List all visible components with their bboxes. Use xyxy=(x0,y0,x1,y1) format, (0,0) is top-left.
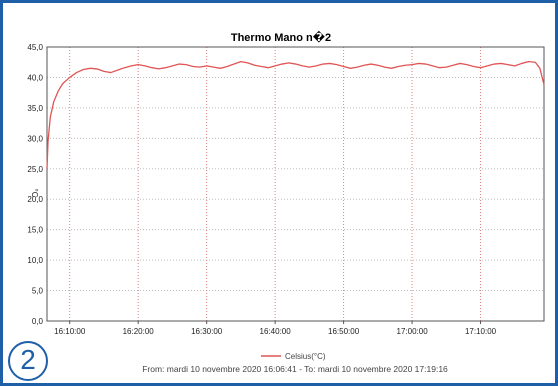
y-tick-label: 0,0 xyxy=(32,317,44,326)
x-tick-label: 17:10:00 xyxy=(465,327,497,336)
y-tick-label: 5,0 xyxy=(32,287,44,296)
y-tick-label: 30,0 xyxy=(27,134,43,143)
x-tick-label: 16:20:00 xyxy=(123,327,155,336)
y-tick-label: 40,0 xyxy=(27,73,43,82)
x-tick-label: 17:00:00 xyxy=(397,327,429,336)
series-line-celsius xyxy=(46,60,545,169)
y-tick-label: 25,0 xyxy=(27,165,43,174)
plot-area-border xyxy=(46,46,545,322)
grid xyxy=(47,46,544,321)
x-tick-label: 16:40:00 xyxy=(260,327,292,336)
x-tick-label: 16:10:00 xyxy=(54,327,86,336)
legend: Celsius(°C) xyxy=(261,352,326,361)
axes: 0,0 5,0 10,0 15,0 20,0 25,0 30,0 35,0 40,0 45,0 16… xyxy=(27,43,545,336)
legend-label: Celsius(°C) xyxy=(285,352,326,361)
chart-canvas: 0,0 5,0 10,0 15,0 20,0 25,0 30,0 35,0 40,0 45,0 16… xyxy=(27,30,545,374)
y-axis-label: °C xyxy=(30,189,39,198)
series-layer xyxy=(46,60,545,169)
y-tick-label: 15,0 xyxy=(27,226,43,235)
y-tick-label: 20,0 xyxy=(27,195,43,204)
chart-title: Thermo Mano n�2 xyxy=(231,30,331,44)
y-tick-label: 10,0 xyxy=(27,256,43,265)
y-tick-label: 45,0 xyxy=(27,43,43,52)
date-range-footer: From: mardi 10 novembre 2020 16:06:41 - … xyxy=(142,364,448,374)
y-tick-label: 35,0 xyxy=(27,104,43,113)
step-number-badge: 2 xyxy=(8,341,48,381)
chart-frame: 0,0 5,0 10,0 15,0 20,0 25,0 30,0 35,0 40,0 45,0 16… xyxy=(3,3,555,383)
x-tick-label: 16:50:00 xyxy=(328,327,360,336)
x-tick-label: 16:30:00 xyxy=(191,327,223,336)
